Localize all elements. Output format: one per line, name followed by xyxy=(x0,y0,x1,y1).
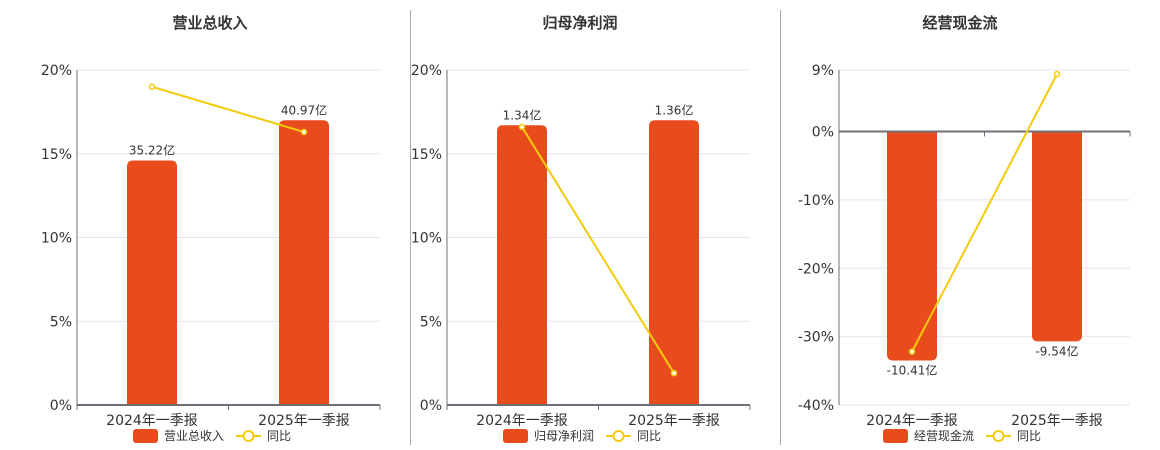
revenue-chart: 营业总收入 0% 5% 10% 15% 20% 35.22亿 40.97亿 2024年一季报 20… xyxy=(41,14,381,443)
chart-title: 营业总收入 xyxy=(172,14,247,32)
x-category-label: 2024年一季报 xyxy=(476,413,568,429)
yoy-point xyxy=(300,128,308,136)
y-tick-label: 5% xyxy=(50,314,72,330)
bar-value-label: 1.36亿 xyxy=(655,102,694,117)
y-tick-label: -10% xyxy=(798,193,834,209)
legend-bar-label: 营业总收入 xyxy=(164,429,224,443)
y-tick-label: 15% xyxy=(411,147,442,163)
legend-bar-swatch xyxy=(503,429,528,443)
y-tick-label: -40% xyxy=(798,398,834,414)
y-tick-label: 9% xyxy=(812,63,834,79)
yoy-point xyxy=(1053,70,1061,78)
bar xyxy=(649,120,699,405)
legend-line-label: 同比 xyxy=(267,429,291,443)
x-category-label: 2025年一季报 xyxy=(258,413,350,429)
panel-divider xyxy=(780,10,781,445)
legend-line-marker-icon xyxy=(242,430,255,442)
yoy-line xyxy=(151,85,305,133)
y-tick-label: 5% xyxy=(420,314,442,330)
x-category-label: 2025年一季报 xyxy=(628,413,720,429)
yoy-point xyxy=(518,123,526,131)
bar xyxy=(127,160,177,405)
legend-line-marker-icon xyxy=(992,430,1005,442)
legend-line-label: 同比 xyxy=(637,429,661,443)
y-tick-label: 20% xyxy=(411,63,442,79)
bar-value-label: 40.97亿 xyxy=(281,102,327,117)
bar xyxy=(497,125,547,406)
bar xyxy=(279,120,329,405)
y-tick-label: 20% xyxy=(41,63,72,79)
y-tick-label: 10% xyxy=(41,231,72,247)
yoy-point xyxy=(148,83,156,90)
bar-value-label: -9.54亿 xyxy=(1035,343,1078,358)
legend-bar-label: 归母净利润 xyxy=(534,429,594,443)
y-tick-label: 0% xyxy=(50,398,72,414)
chart-title: 经营现金流 xyxy=(922,14,997,32)
panel-divider xyxy=(410,10,411,445)
x-category-label: 2024年一季报 xyxy=(106,413,198,429)
x-category-label: 2024年一季报 xyxy=(866,413,958,429)
y-tick-label: 10% xyxy=(411,231,442,247)
y-tick-label: 0% xyxy=(812,125,834,141)
y-tick-label: -30% xyxy=(798,330,834,346)
yoy-point xyxy=(908,348,916,355)
bar xyxy=(887,131,937,361)
y-tick-label: -20% xyxy=(798,261,834,277)
chart-panel-revenue: 营业总收入 0% 5% 10% 15% 20% 35.22亿 40.97亿 2024年一季报 20… xyxy=(0,0,400,450)
x-category-label: 2025年一季报 xyxy=(1011,413,1103,429)
yoy-line xyxy=(521,126,675,374)
bar-value-label: 1.34亿 xyxy=(503,107,542,122)
legend-bar-swatch xyxy=(133,429,158,443)
legend-line-label: 同比 xyxy=(1017,429,1041,443)
bar-value-label: 35.22亿 xyxy=(129,142,175,157)
bar xyxy=(1032,131,1082,342)
yoy-line xyxy=(911,73,1058,353)
legend-bar-label: 经营现金流 xyxy=(914,428,974,443)
y-tick-label: 0% xyxy=(420,398,442,414)
yoy-point xyxy=(670,369,678,377)
chart-title: 归母净利润 xyxy=(542,14,617,32)
legend-line-marker-icon xyxy=(612,430,625,442)
bar-value-label: -10.41亿 xyxy=(887,363,938,378)
y-tick-label: 15% xyxy=(41,147,72,163)
legend-bar-swatch xyxy=(883,429,908,443)
